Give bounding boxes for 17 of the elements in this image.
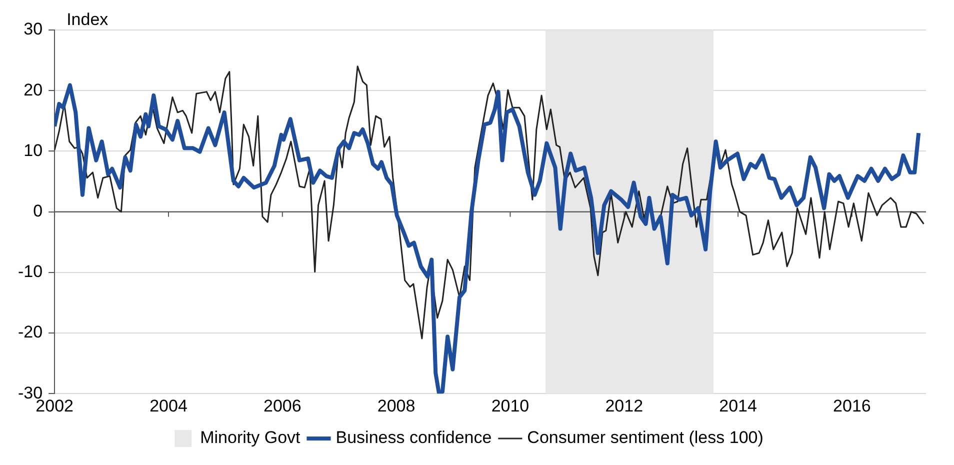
x-tick-label: 2004 bbox=[150, 396, 188, 416]
y-tick-label: -10 bbox=[18, 262, 43, 282]
x-tick-label: 2006 bbox=[263, 396, 302, 416]
x-tick-label: 2014 bbox=[719, 396, 757, 416]
x-tick-label: 2016 bbox=[833, 396, 871, 416]
legend-label: Business confidence bbox=[336, 428, 492, 448]
x-tick-label: 2008 bbox=[377, 396, 416, 416]
y-tick-label: 10 bbox=[24, 140, 43, 160]
legend-label: Minority Govt bbox=[200, 428, 301, 448]
y-tick-label: 20 bbox=[24, 80, 43, 100]
y-axis-title: Index bbox=[66, 10, 109, 30]
y-tick-label: 0 bbox=[33, 201, 43, 220]
legend-label: Consumer sentiment (less 100) bbox=[527, 428, 764, 448]
x-tick-label: 2010 bbox=[491, 396, 530, 416]
y-tick-label: 30 bbox=[24, 20, 43, 39]
x-tick-label: 2012 bbox=[605, 396, 644, 416]
y-tick-label: -20 bbox=[18, 322, 43, 342]
